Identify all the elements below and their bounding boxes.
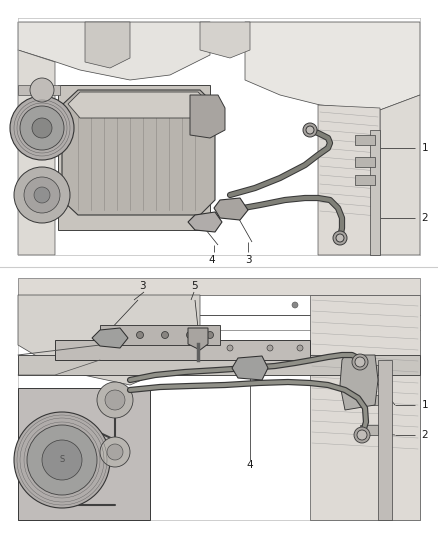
- Circle shape: [297, 345, 303, 351]
- Circle shape: [42, 440, 82, 480]
- Circle shape: [20, 106, 64, 150]
- Bar: [0, 0, 438, 267]
- Circle shape: [107, 444, 123, 460]
- Circle shape: [27, 425, 97, 495]
- Polygon shape: [85, 22, 130, 68]
- Polygon shape: [378, 360, 392, 520]
- Polygon shape: [370, 130, 380, 255]
- Polygon shape: [18, 295, 200, 385]
- Polygon shape: [360, 395, 378, 405]
- Text: 4: 4: [247, 460, 253, 470]
- Circle shape: [10, 96, 74, 160]
- Circle shape: [14, 167, 70, 223]
- Polygon shape: [200, 22, 250, 58]
- Text: 4: 4: [208, 255, 215, 265]
- Polygon shape: [310, 295, 420, 520]
- Circle shape: [267, 345, 273, 351]
- Polygon shape: [214, 198, 248, 220]
- Text: 3: 3: [139, 281, 145, 291]
- Polygon shape: [18, 388, 150, 520]
- Circle shape: [97, 382, 133, 418]
- Polygon shape: [62, 90, 215, 215]
- Polygon shape: [340, 355, 378, 410]
- Polygon shape: [355, 175, 375, 185]
- Polygon shape: [188, 328, 208, 350]
- Circle shape: [187, 332, 194, 338]
- Circle shape: [206, 332, 213, 338]
- Polygon shape: [190, 95, 225, 138]
- Polygon shape: [355, 135, 375, 145]
- Text: 2: 2: [422, 213, 428, 223]
- Circle shape: [112, 332, 119, 338]
- Polygon shape: [55, 340, 310, 360]
- Circle shape: [100, 437, 130, 467]
- Polygon shape: [18, 22, 210, 80]
- Circle shape: [306, 126, 314, 134]
- Polygon shape: [18, 50, 55, 255]
- Text: 5: 5: [191, 281, 197, 291]
- Circle shape: [227, 345, 233, 351]
- Polygon shape: [380, 95, 420, 255]
- Polygon shape: [92, 328, 128, 348]
- Polygon shape: [18, 85, 60, 95]
- Circle shape: [34, 187, 50, 203]
- Bar: [0, 267, 438, 533]
- Circle shape: [357, 430, 367, 440]
- Polygon shape: [360, 425, 378, 435]
- Circle shape: [336, 234, 344, 242]
- Text: 1: 1: [422, 400, 428, 410]
- Polygon shape: [360, 365, 378, 375]
- Circle shape: [14, 412, 110, 508]
- Circle shape: [137, 332, 144, 338]
- Polygon shape: [188, 212, 222, 232]
- Text: 3: 3: [245, 255, 251, 265]
- Polygon shape: [232, 356, 268, 380]
- Polygon shape: [18, 278, 420, 295]
- Circle shape: [292, 302, 298, 308]
- Text: 1: 1: [422, 143, 428, 153]
- Text: S: S: [60, 456, 65, 464]
- Circle shape: [105, 390, 125, 410]
- Text: 2: 2: [422, 430, 428, 440]
- Polygon shape: [18, 355, 420, 375]
- Circle shape: [32, 118, 52, 138]
- Circle shape: [24, 177, 60, 213]
- Polygon shape: [355, 157, 375, 167]
- Circle shape: [355, 357, 365, 367]
- Polygon shape: [245, 22, 420, 110]
- Circle shape: [162, 332, 169, 338]
- Circle shape: [333, 231, 347, 245]
- Circle shape: [303, 123, 317, 137]
- Circle shape: [354, 427, 370, 443]
- Circle shape: [352, 354, 368, 370]
- Polygon shape: [100, 325, 220, 345]
- Circle shape: [30, 78, 54, 102]
- Polygon shape: [318, 105, 380, 255]
- Polygon shape: [68, 92, 210, 118]
- Polygon shape: [58, 85, 210, 230]
